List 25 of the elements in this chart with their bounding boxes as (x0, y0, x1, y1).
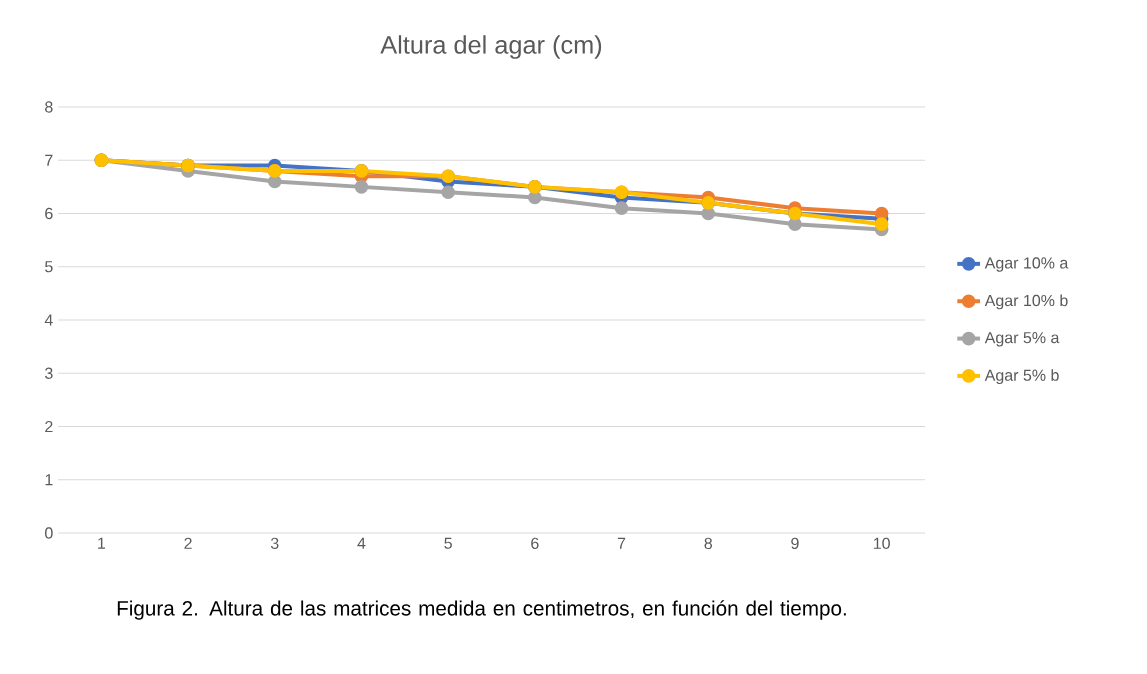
y-tick-label: 4 (44, 314, 53, 326)
y-tick-label: 7 (45, 154, 53, 166)
y-tick-label: 5 (45, 261, 53, 273)
legend-label: Agar 10% b (984, 294, 1068, 310)
x-tick-label: 2 (184, 537, 192, 549)
x-tick-label: 10 (873, 537, 890, 550)
x-tick-label: 7 (617, 537, 626, 549)
y-tick-label: 1 (45, 474, 53, 486)
legend-label: Agar 5% b (984, 369, 1059, 385)
y-tick-label: 6 (45, 207, 53, 220)
x-tick-label: 8 (704, 537, 713, 550)
y-tick-label: 3 (45, 367, 53, 379)
y-tick-label: 0 (45, 527, 53, 539)
x-tick-label: 5 (444, 537, 452, 549)
x-tick-label: 9 (791, 537, 799, 550)
x-tick-label: 1 (98, 537, 106, 549)
x-tick-label: 3 (270, 537, 279, 550)
legend-label: Agar 5% a (984, 332, 1060, 347)
chart-title: Altura del agar (cm) (380, 35, 602, 59)
legend-label: Agar 10% a (984, 257, 1069, 272)
x-tick-label: 4 (357, 537, 366, 549)
text: Figura 2. Altura de las matrices medida en centimetros, en función del tiempo. (117, 600, 846, 620)
y-tick-label: 2 (45, 420, 53, 433)
x-tick-label: 6 (531, 537, 539, 550)
y-tick-label: 8 (45, 101, 53, 113)
